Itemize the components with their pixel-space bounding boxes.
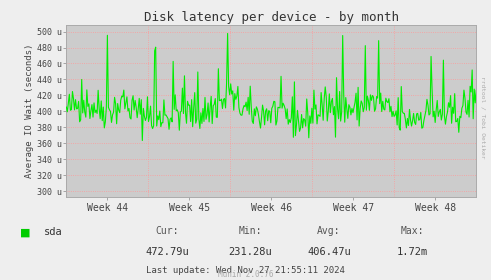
Text: 231.28u: 231.28u — [228, 247, 273, 257]
Text: Min:: Min: — [239, 226, 262, 236]
Text: 406.47u: 406.47u — [307, 247, 351, 257]
Text: Cur:: Cur: — [155, 226, 179, 236]
Text: sda: sda — [44, 227, 63, 237]
Y-axis label: Average IO Wait (seconds): Average IO Wait (seconds) — [26, 44, 34, 178]
Text: Last update: Wed Nov 27 21:55:11 2024: Last update: Wed Nov 27 21:55:11 2024 — [146, 266, 345, 275]
Text: Munin 2.0.76: Munin 2.0.76 — [218, 270, 273, 279]
Text: Max:: Max: — [401, 226, 424, 236]
Text: 472.79u: 472.79u — [145, 247, 189, 257]
Text: 1.72m: 1.72m — [397, 247, 428, 257]
Title: Disk latency per device - by month: Disk latency per device - by month — [144, 11, 399, 24]
Text: ■: ■ — [20, 227, 30, 237]
Text: Avg:: Avg: — [317, 226, 341, 236]
Text: rrdtool / Tobi Oetiker: rrdtool / Tobi Oetiker — [480, 76, 485, 159]
